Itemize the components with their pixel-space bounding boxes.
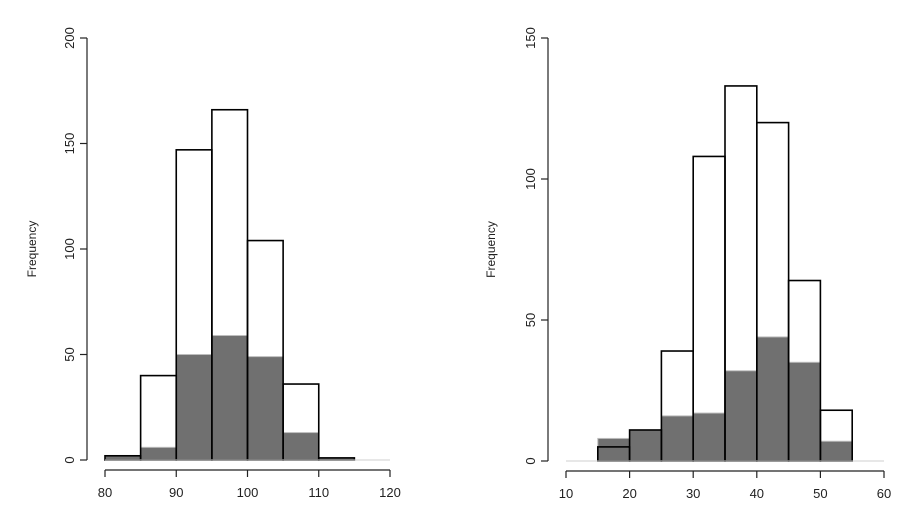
filled-bar-4 — [247, 356, 284, 461]
filled-bar-3 — [692, 412, 726, 462]
x-tick-label-3: 40 — [750, 486, 764, 501]
y-tick-label-3: 150 — [523, 27, 538, 49]
filled-bar-5 — [756, 336, 790, 462]
x-tick-label-2: 100 — [237, 485, 259, 500]
y-tick-label-0: 0 — [523, 457, 538, 464]
filled-bar-0 — [597, 437, 631, 462]
x-tick-label-3: 110 — [308, 485, 329, 500]
y-axis-title: Frequency — [484, 221, 498, 278]
filled-bar-6 — [788, 361, 821, 462]
filled-bar-5 — [282, 432, 320, 461]
x-tick-label-1: 90 — [169, 485, 183, 500]
x-tick-label-1: 20 — [622, 486, 636, 501]
x-tick-label-0: 10 — [559, 486, 573, 501]
filled-bar-4 — [724, 370, 758, 462]
y-tick-label-2: 100 — [523, 168, 538, 190]
filled-bar-2 — [175, 354, 213, 461]
x-tick-label-0: 80 — [98, 485, 112, 500]
filled-bar-1 — [140, 446, 177, 461]
x-tick-label-5: 60 — [877, 486, 891, 501]
x-tick-label-2: 30 — [686, 486, 700, 501]
filled-bar-7 — [819, 440, 853, 462]
y-tick-label-2: 100 — [62, 238, 77, 260]
x-tick-label-4: 50 — [813, 486, 827, 501]
histogram-panel-1: 0 50 100 150 200 80 90 100 110 120 Frequency — [25, 27, 401, 500]
y-tick-label-4: 200 — [62, 27, 77, 49]
histogram-panel-2: 0 50 100 150 10 20 30 40 50 60 Frequency — [484, 27, 891, 501]
filled-bar-2 — [660, 415, 694, 462]
x-tick-label-4: 120 — [379, 485, 401, 500]
y-tick-label-3: 150 — [62, 133, 77, 155]
y-axis-title: Frequency — [25, 221, 39, 278]
y-tick-label-0: 0 — [62, 456, 77, 463]
filled-bar-3 — [211, 335, 248, 461]
y-tick-label-1: 50 — [523, 313, 538, 327]
y-tick-label-1: 50 — [62, 347, 77, 361]
filled-bar-1 — [629, 429, 662, 462]
